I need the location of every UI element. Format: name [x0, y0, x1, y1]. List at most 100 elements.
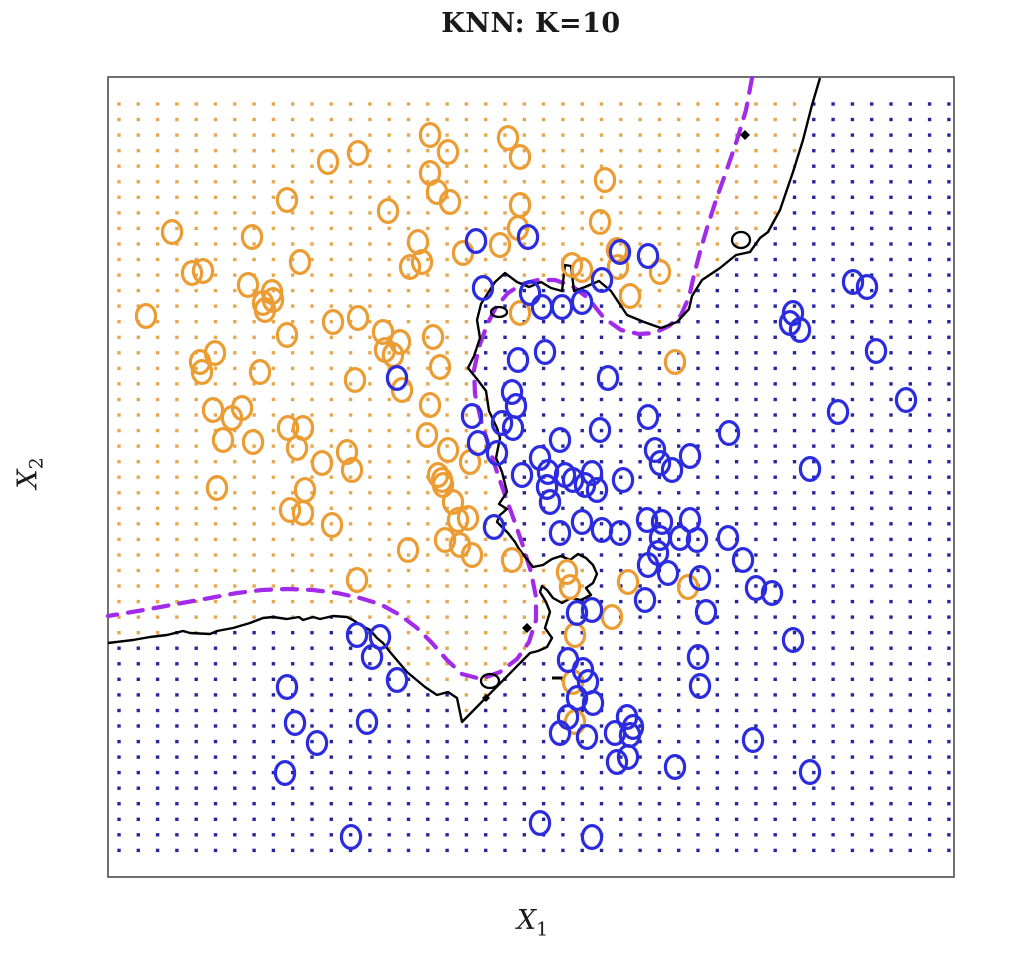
data-point	[191, 258, 215, 285]
data-point	[283, 709, 307, 736]
knn-decision-boundary	[107, 77, 822, 724]
data-point	[230, 395, 254, 422]
data-point	[855, 274, 879, 301]
data-point	[741, 726, 765, 753]
data-point	[508, 144, 532, 171]
data-point	[660, 457, 684, 484]
data-point	[688, 564, 712, 591]
data-point	[340, 457, 364, 484]
boundary-islands	[479, 130, 752, 702]
data-point	[346, 305, 370, 332]
data-point	[656, 559, 680, 586]
data-point	[398, 254, 422, 281]
data-point	[636, 404, 660, 431]
data-point	[605, 748, 629, 775]
data-point	[585, 477, 609, 504]
data-point	[376, 198, 400, 225]
data-point	[593, 167, 617, 194]
data-point	[588, 209, 612, 236]
data-point	[510, 462, 534, 489]
data-point	[550, 294, 574, 321]
bayes-decision-boundary	[105, 75, 755, 682]
data-point	[841, 269, 865, 296]
data-point	[548, 519, 572, 546]
island-loop	[479, 672, 501, 690]
data-point	[433, 526, 457, 553]
data-point	[826, 399, 850, 426]
data-point	[633, 586, 657, 613]
data-point	[635, 507, 659, 534]
data-point	[606, 254, 630, 281]
data-point	[580, 823, 604, 850]
data-point	[428, 354, 452, 381]
data-point	[636, 243, 660, 270]
island-diamond	[482, 694, 490, 702]
data-point	[548, 719, 572, 746]
data-point	[343, 367, 367, 394]
data-point	[565, 599, 589, 626]
data-point	[488, 232, 512, 259]
data-point	[285, 435, 309, 462]
data-point	[388, 329, 412, 356]
data-point	[339, 823, 363, 850]
data-point	[355, 708, 379, 735]
data-point	[788, 317, 812, 344]
data-point	[436, 139, 460, 166]
data-point	[570, 289, 594, 316]
data-point	[560, 252, 584, 279]
data-point	[496, 124, 520, 151]
data-point	[438, 189, 462, 216]
data-point	[528, 809, 552, 836]
data-point	[603, 719, 627, 746]
data-point	[288, 249, 312, 276]
data-point	[275, 322, 299, 349]
data-point	[275, 673, 299, 700]
data-point	[190, 359, 214, 386]
data-point	[894, 387, 918, 414]
data-point	[500, 379, 524, 406]
data-point	[240, 224, 264, 251]
data-point	[506, 347, 530, 374]
data-point	[781, 626, 805, 653]
data-point	[466, 430, 490, 457]
data-point	[490, 410, 514, 437]
data-point	[418, 121, 442, 148]
data-point	[616, 743, 640, 770]
data-point	[508, 300, 532, 327]
data-point	[716, 524, 740, 551]
data-point	[205, 475, 229, 502]
data-point	[464, 228, 488, 255]
data-point	[608, 519, 632, 546]
data-point	[248, 359, 272, 386]
data-point	[203, 340, 227, 367]
island-loop	[489, 305, 509, 319]
island-loop	[730, 230, 752, 250]
data-point	[418, 392, 442, 419]
data-point	[211, 427, 235, 454]
data-point	[460, 541, 484, 568]
data-point	[688, 672, 712, 699]
data-point	[663, 349, 687, 376]
data-point	[580, 460, 604, 487]
data-point	[648, 450, 672, 477]
data-point	[261, 287, 285, 314]
data-point	[760, 579, 784, 606]
data-point	[278, 497, 302, 524]
data-point	[460, 403, 484, 430]
data-point	[396, 536, 420, 563]
data-point	[441, 489, 465, 516]
data-point	[731, 546, 755, 573]
data-point	[335, 439, 359, 466]
data-point	[798, 456, 822, 483]
data-point	[390, 377, 414, 404]
data-point	[608, 239, 632, 266]
data-point	[548, 427, 572, 454]
data-point	[590, 267, 614, 294]
data-point	[236, 272, 260, 299]
data-point	[570, 257, 594, 284]
data-point	[538, 489, 562, 516]
island-diamond	[740, 130, 750, 140]
chart-title: KNN: K=10	[441, 8, 621, 39]
